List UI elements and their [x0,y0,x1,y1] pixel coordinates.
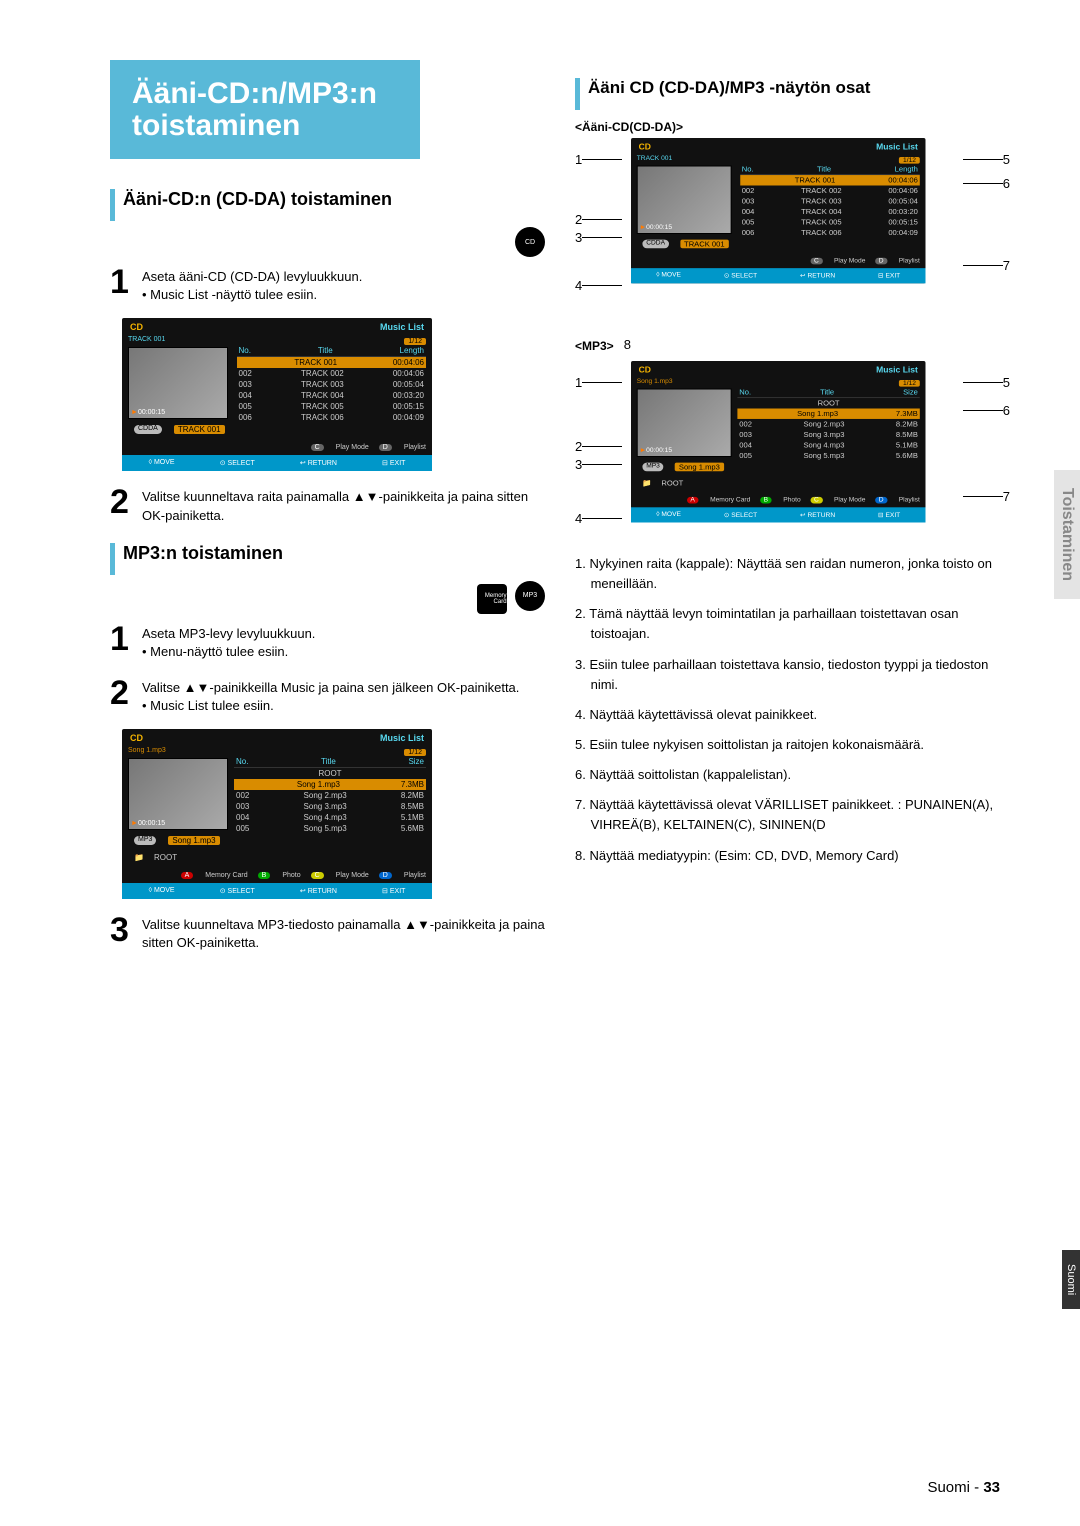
ml-row-highlighted: Song 1.mp37.3MB [234,779,426,790]
step-text: Valitse ▲▼-painikkeilla Music ja paina s… [142,679,545,697]
ml-track-list: 1/12 No.TitleSize ROOT Song 1.mp37.3MB 0… [234,747,426,864]
ml-header-right: Music List [380,733,424,743]
blue-btn-icon: D [379,872,392,879]
ml-elapsed: 00:00:15 [138,409,165,416]
ml-track-list: 1/12 No.TitleLength TRACK 00100:04:06 00… [237,336,426,436]
music-list-mp3: CDMusic List Song 1.mp3 ► 00:00:15 MP3So… [122,729,432,899]
desc-item: 4. Näyttää käytettävissä olevat painikke… [575,705,1010,725]
ml-count: 1/12 [404,338,426,345]
ml-row: 004Song 4.mp35.1MB [234,812,426,823]
ml-header-left: CD [130,322,143,332]
ml-row: 006TRACK 00600:04:09 [237,412,426,423]
step-number: 2 [110,676,142,715]
section-cdda-title: Ääni-CD:n (CD-DA) toistaminen [110,189,545,221]
right-column: Ääni CD (CD-DA)/MP3 -näytön osat <Ääni-C… [575,60,1010,966]
desc-item: 7. Näyttää käytettävissä olevat VÄRILLIS… [575,795,1010,835]
diagram-mp3: 1 2 3 4 5 6 7 CDMusic List Song 1.mp3 ► … [575,361,1010,536]
description-list: 1. Nykyinen raita (kappale): Näyttää sen… [575,554,1010,866]
step-bullet: • Music List tulee esiin. [142,697,545,715]
step-text: Aseta ääni-CD (CD-DA) levyluukkuun. [142,268,545,286]
ml-row: 005Song 5.mp35.6MB [234,823,426,834]
desc-item: 3. Esiin tulee parhaillaan toistettava k… [575,655,1010,695]
step-text: Valitse kuunneltava raita painamalla ▲▼-… [142,485,545,524]
desc-item: 2. Tämä näyttää levyn toimintatilan ja p… [575,604,1010,644]
ml-row: 005TRACK 00500:05:15 [237,401,426,412]
ml-row: 003TRACK 00300:05:04 [237,379,426,390]
ml-current-badge: TRACK 001 [174,425,225,434]
step-number: 3 [110,913,142,952]
ml-row: 004TRACK 00400:03:20 [237,390,426,401]
desc-item: 1. Nykyinen raita (kappale): Näyttää sen… [575,554,1010,594]
step-text: Valitse kuunneltava MP3-tiedosto painama… [142,913,545,952]
page-title-line2: toistaminen [132,110,398,142]
ml-current-track: Song 1.mp3 [128,747,228,754]
diagram-cdda: 1 2 3 4 5 6 7 CDMusic List TRACK 001 ► 0… [575,138,1010,313]
ml-elapsed: 00:00:15 [138,820,165,827]
step-number: 1 [110,265,142,304]
side-tab-language: Suomi [1062,1250,1080,1309]
ml-current-track: TRACK 001 [128,336,231,343]
step-number: 1 [110,622,142,661]
ml-row: ROOT [234,768,426,779]
page-footer: Suomi - 33 [927,1479,1000,1496]
memory-card-icon: Memory Card [477,584,507,614]
desc-item: 5. Esiin tulee nykyisen soittolistan ja … [575,735,1010,755]
step-mp3-3: 3 Valitse kuunneltava MP3-tiedosto paina… [110,913,545,952]
side-tab-section: Toistaminen [1054,470,1080,599]
cd-icon: CD [515,227,545,257]
section-screen-parts-title: Ääni CD (CD-DA)/MP3 -näytön osat [575,78,1010,110]
desc-item: 8. Näyttää mediatyypin: (Esim: CD, DVD, … [575,846,1010,866]
diagram-cdda-label: <Ääni-CD(CD-DA)> [575,120,1010,134]
step-mp3-1: 1 Aseta MP3-levy levyluukkuun. • Menu-nä… [110,622,545,661]
playlist-btn-icon: D [379,444,392,451]
yellow-btn-icon: C [311,872,324,879]
music-list-cdda: CDMusic List TRACK 001 ► 00:00:15 CDDATR… [122,318,432,471]
ml-header-right: Music List [380,322,424,332]
step-mp3-2: 2 Valitse ▲▼-painikkeilla Music ja paina… [110,676,545,715]
ml-media-badge: MP3 [134,836,156,845]
ml-row-highlighted: TRACK 00100:04:06 [237,357,426,368]
red-btn-icon: A [181,872,194,879]
step-cdda-1: 1 Aseta ääni-CD (CD-DA) levyluukkuun. • … [110,265,545,304]
step-bullet: • Menu-näyttö tulee esiin. [142,643,545,661]
ml-header-left: CD [130,733,143,743]
playmode-btn-icon: C [311,444,324,451]
ml-thumbnail: ► 00:00:15 [128,758,228,830]
ml-footer: ◊ MOVE⊙ SELECT↩ RETURN⊟ EXIT [122,455,432,471]
ml-folder: ROOT [154,853,177,862]
ml-row: 003Song 3.mp38.5MB [234,801,426,812]
callout-8-top: 8 [624,337,631,352]
page-title-box: Ääni-CD:n/MP3:n toistaminen [110,60,420,159]
step-text: Aseta MP3-levy levyluukkuun. [142,625,545,643]
ml-thumbnail: ► 00:00:15 [128,347,228,419]
desc-item: 6. Näyttää soittolistan (kappalelistan). [575,765,1010,785]
footer-page-number: 33 [983,1479,1000,1496]
step-cdda-2: 2 Valitse kuunneltava raita painamalla ▲… [110,485,545,524]
section-mp3-title: MP3:n toistaminen [110,543,545,575]
ml-current-badge: Song 1.mp3 [168,836,219,845]
mp3-disc-icon: MP3 [515,581,545,611]
ml-row: 002Song 2.mp38.2MB [234,790,426,801]
page-title-line1: Ääni-CD:n/MP3:n [132,78,398,110]
left-column: Ääni-CD:n/MP3:n toistaminen Ääni-CD:n (C… [110,60,545,966]
ml-count: 1/12 [404,749,426,756]
diagram-mp3-label: <MP3> [575,339,614,353]
footer-language: Suomi [927,1479,970,1496]
ml-row: 002TRACK 00200:04:06 [237,368,426,379]
ml-footer: ◊ MOVE⊙ SELECT↩ RETURN⊟ EXIT [122,883,432,899]
step-number: 2 [110,485,142,524]
ml-media-badge: CDDA [134,425,162,434]
green-btn-icon: B [258,872,271,879]
step-bullet: • Music List -näyttö tulee esiin. [142,286,545,304]
